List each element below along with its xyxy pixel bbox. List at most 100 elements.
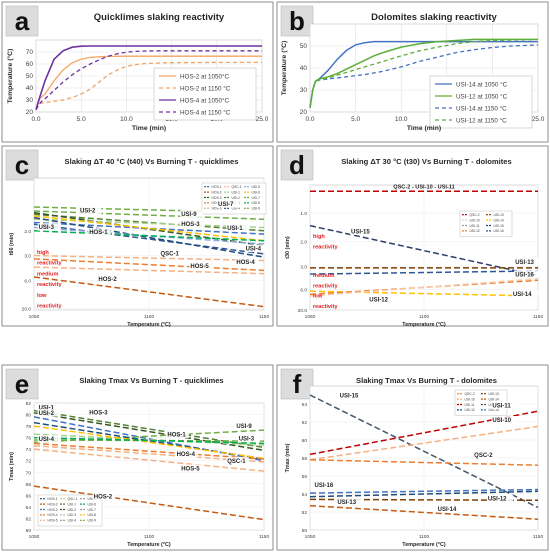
- x-tick-label: 5.0: [77, 116, 86, 123]
- y-tick-label: 52: [302, 510, 308, 516]
- series-line: [33, 211, 265, 247]
- legend-label: USI-14 at 1050 °C: [456, 80, 508, 88]
- legend-label: USI-5: [252, 185, 261, 189]
- series-line: [33, 485, 265, 521]
- legend-label: USI-13: [489, 392, 499, 396]
- x-tick-label: 10.0: [120, 116, 133, 123]
- x-tick-label: 1050: [305, 314, 316, 320]
- reactivity-label: medium: [313, 273, 334, 279]
- series-label: USI-3: [39, 225, 55, 231]
- series-label-bg: [226, 224, 249, 232]
- series-label: USI-13: [337, 500, 356, 506]
- series-label-bg: [491, 416, 518, 424]
- legend-label: USI-9: [252, 207, 261, 211]
- legend-label: USI-15: [494, 224, 504, 228]
- y-tick-label: 66: [26, 493, 32, 499]
- series-label: USI-1: [39, 405, 55, 411]
- legend-label: USI-6: [252, 190, 261, 194]
- x-tick-label: 1050: [29, 534, 40, 540]
- y-axis-label: Tmax (min): [285, 443, 291, 472]
- panel-c: Slaking ΔT 40 °C (t40) Vs Burning T - qu…: [1, 145, 274, 328]
- series-label: USI-14: [438, 507, 457, 513]
- x-axis-label: Temperature (°C): [127, 542, 171, 548]
- y-tick-label: 74: [26, 447, 32, 453]
- y-tick-label: 20: [26, 109, 34, 116]
- x-tick-label: 10.0: [395, 116, 408, 123]
- x-tick-label: 5.0: [351, 116, 360, 123]
- legend-label: HOS-1: [48, 497, 58, 501]
- y-tick-label: 20.0: [298, 308, 308, 314]
- series-label-bg: [436, 505, 464, 513]
- reactivity-label: medium: [37, 271, 58, 277]
- legend-label: HOS-2 at 1150 °C: [180, 84, 231, 92]
- legend-label: USI-4: [232, 207, 241, 211]
- y-axis-label: t30 (min): [285, 236, 291, 259]
- legend-label: HOS-2 at 1050°C: [180, 72, 230, 80]
- legend-label: USI-14: [494, 218, 504, 222]
- reactivity-label: high: [37, 250, 49, 256]
- series-line: [33, 216, 265, 258]
- series-label: USI-15: [351, 229, 370, 235]
- series-line: [33, 215, 265, 242]
- legend-label: QSC-1: [68, 497, 78, 501]
- series-line: [33, 442, 265, 460]
- legend-label: USI-2: [232, 196, 241, 200]
- chart-title: Dolomites slaking reactivity: [371, 12, 497, 23]
- legend-label: USI-5: [88, 497, 97, 501]
- x-tick-label: 1100: [419, 314, 430, 320]
- series-label-bg: [189, 261, 212, 270]
- y-tick-label: 50: [302, 528, 308, 534]
- series-label: HOS-4: [236, 260, 255, 266]
- y-tick-label: 76: [26, 436, 32, 442]
- legend-label: QSC-2: [465, 392, 475, 396]
- legend: [37, 494, 103, 527]
- x-tick-label: 1050: [305, 534, 316, 540]
- y-tick-label: 3.0: [300, 264, 307, 270]
- reactivity-label: reactivity: [37, 261, 62, 267]
- series-label-bg: [486, 494, 514, 502]
- series-label: HOS-5: [181, 467, 200, 473]
- panel-a: Quicklimes slaking reactivity a 0.0 5.0 10.0…: [1, 1, 274, 143]
- legend-label: USI-12: [465, 408, 475, 412]
- series-line: [33, 416, 265, 462]
- series-label-bg: [511, 289, 539, 298]
- series-line: [309, 459, 539, 466]
- series-label-bg: [37, 403, 61, 411]
- panel-label-box: [5, 368, 39, 400]
- legend: [153, 67, 257, 121]
- series-label: USI-2: [39, 411, 55, 417]
- series-label-bg: [97, 274, 120, 283]
- y-tick-label: 70: [26, 470, 32, 476]
- series-line: [33, 448, 265, 472]
- x-tick-label: 1100: [144, 534, 155, 540]
- series-label-bg: [473, 451, 496, 459]
- series-label: HOS-5: [190, 264, 209, 270]
- series-line: [33, 266, 265, 275]
- legend-label: HOS-2: [212, 190, 222, 194]
- y-tick-label: 72: [26, 459, 32, 465]
- x-tick-label: 1100: [419, 534, 430, 540]
- series-label-bg: [235, 257, 258, 266]
- x-tick-label: 1150: [259, 534, 270, 540]
- series-label-bg: [235, 421, 258, 430]
- legend-label: USI-14 at 1150 °C: [456, 104, 507, 112]
- panel-d: Slaking ΔT 30 °C (t30) Vs Burning T - do…: [276, 145, 549, 328]
- series-line: [33, 425, 265, 460]
- series-label-bg: [491, 401, 518, 410]
- y-axis-label: Tmax (min): [9, 452, 15, 481]
- series-label: USI-12: [488, 496, 507, 502]
- y-tick-label: 60: [26, 61, 34, 68]
- series-label-bg: [313, 480, 340, 489]
- legend-label: USI-12: [470, 229, 480, 233]
- series-label: USI-3: [239, 437, 255, 443]
- y-tick-label: 2.0: [300, 239, 307, 245]
- panel-label: a: [15, 6, 30, 36]
- y-tick-label: 70: [26, 49, 34, 56]
- legend-label: HOS-3: [48, 508, 58, 512]
- legend-label: USI-9: [88, 519, 97, 523]
- x-tick-label: 0.0: [305, 116, 314, 123]
- series-line: [33, 213, 265, 232]
- series-label-bg: [217, 200, 240, 208]
- x-axis-label: Time (min): [132, 125, 166, 132]
